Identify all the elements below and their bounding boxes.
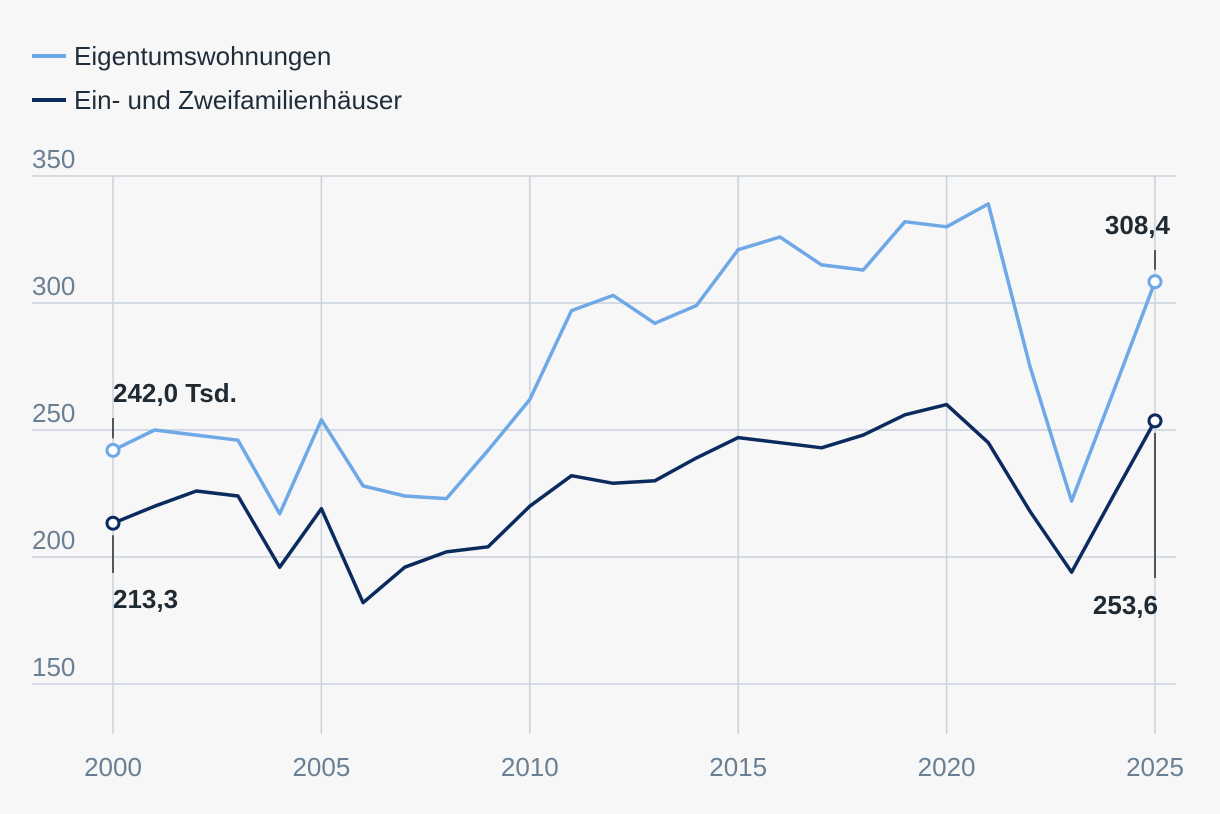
legend-item-eigentumswohnungen: Eigentumswohnungen bbox=[32, 34, 402, 78]
x-tick-label: 2000 bbox=[84, 752, 142, 782]
annotation-marker bbox=[1147, 413, 1163, 429]
data-label: 308,4 bbox=[1105, 210, 1171, 240]
y-tick-label: 250 bbox=[32, 398, 75, 428]
x-tick-label: 2015 bbox=[709, 752, 767, 782]
x-tick-label: 2010 bbox=[501, 752, 559, 782]
legend-label: Ein- und Zweifamilienhäuser bbox=[74, 84, 403, 115]
annotation-marker bbox=[105, 442, 121, 458]
annotation-marker bbox=[1147, 274, 1163, 290]
y-tick-label: 200 bbox=[32, 525, 75, 555]
x-tick-label: 2025 bbox=[1126, 752, 1184, 782]
legend-label: Eigentumswohnungen bbox=[74, 40, 332, 71]
legend-swatch-light bbox=[32, 54, 66, 58]
data-label: 253,6 bbox=[1093, 590, 1158, 620]
annotation-marker bbox=[105, 515, 121, 531]
data-label: 242,0 Tsd. bbox=[113, 378, 237, 408]
y-tick-label: 150 bbox=[32, 652, 75, 682]
x-tick-label: 2005 bbox=[292, 752, 350, 782]
series-line-eigentumswohnungen bbox=[111, 202, 1157, 516]
legend-swatch-dark bbox=[32, 98, 66, 102]
legend-item-einfamilienhaeuser: Ein- und Zweifamilienhäuser bbox=[32, 78, 402, 122]
data-label: 213,3 bbox=[113, 584, 178, 614]
series-line-einfamilienhaeuser bbox=[111, 402, 1157, 605]
legend: Eigentumswohnungen Ein- und Zweifamilien… bbox=[32, 34, 402, 122]
x-tick-label: 2020 bbox=[918, 752, 976, 782]
y-tick-label: 350 bbox=[32, 144, 75, 174]
y-tick-label: 300 bbox=[32, 271, 75, 301]
